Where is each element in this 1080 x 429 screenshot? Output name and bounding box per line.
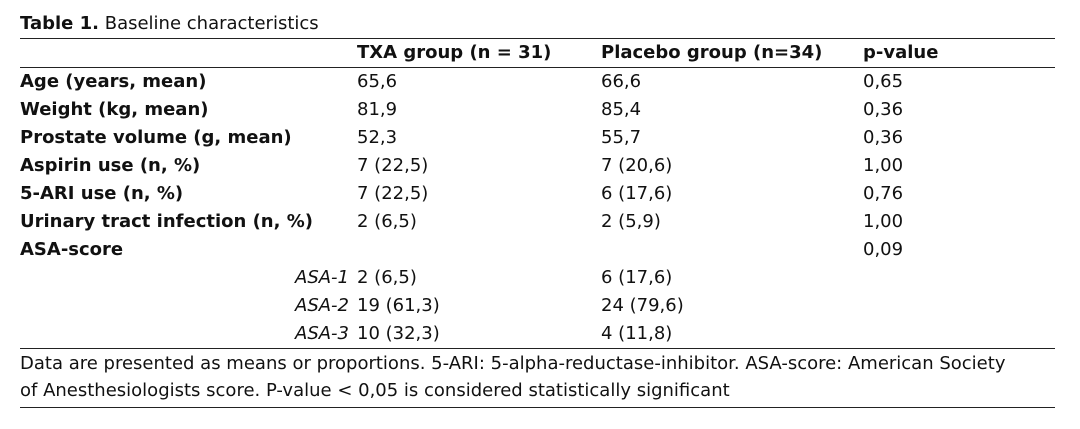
table-cell: 0,36 xyxy=(863,127,904,148)
row-label: Weight (kg, mean) xyxy=(20,99,209,120)
table-subrow: ASA-2 19 (61,3) 24 (79,6) xyxy=(20,292,1055,320)
table-caption: Table 1. Baseline characteristics xyxy=(20,12,1055,38)
caption-text: Baseline characteristics xyxy=(99,13,319,34)
table-row: ASA-score 0,09 xyxy=(20,236,1055,264)
caption-label: Table 1. xyxy=(20,13,99,34)
table-subrow: ASA-1 2 (6,5) 6 (17,6) xyxy=(20,264,1055,292)
header-cell: TXA group (n = 31) xyxy=(357,38,601,68)
table-cell: 2 (6,5) xyxy=(357,211,417,232)
table-cell xyxy=(863,264,1055,292)
header-cell: p-value xyxy=(863,38,1055,68)
header-cell xyxy=(20,38,357,68)
table-cell: 10 (32,3) xyxy=(357,320,601,349)
table-footnote: Data are presented as means or proportio… xyxy=(20,349,1055,408)
table-cell: 65,6 xyxy=(357,71,398,92)
table-cell: 81,9 xyxy=(357,99,398,120)
table-cell: 7 (22,5) xyxy=(357,155,429,176)
table-subrow: ASA-3 10 (32,3) 4 (11,8) xyxy=(20,320,1055,349)
row-label: Age (years, mean) xyxy=(20,71,207,92)
baseline-table: TXA group (n = 31) Placebo group (n=34) … xyxy=(20,38,1055,349)
subrow-label: ASA-3 xyxy=(20,320,357,349)
table-cell xyxy=(863,292,1055,320)
table-cell: 1,00 xyxy=(863,211,904,232)
table-cell: 0,76 xyxy=(863,183,904,204)
row-label: Prostate volume (g, mean) xyxy=(20,127,292,148)
table-row: Aspirin use (n, %) 7 (22,5) 7 (20,6) 1,0… xyxy=(20,152,1055,180)
table-cell: 7 (22,5) xyxy=(357,183,429,204)
table-figure: Table 1. Baseline characteristics TXA gr… xyxy=(20,12,1055,408)
table-cell: 0,36 xyxy=(863,99,904,120)
footnote-line: Data are presented as means or proportio… xyxy=(20,353,1006,374)
table-cell: 7 (20,6) xyxy=(601,155,673,176)
table-cell: 24 (79,6) xyxy=(601,295,684,316)
table-cell: 19 (61,3) xyxy=(357,295,440,316)
table-cell: 1,00 xyxy=(863,155,904,176)
table-cell: 6 (17,6) xyxy=(601,183,673,204)
table-cell xyxy=(357,236,601,264)
row-label: 5-ARI use (n, %) xyxy=(20,183,184,204)
table-cell: 52,3 xyxy=(357,127,398,148)
table-cell: 66,6 xyxy=(601,71,642,92)
table-row: 5-ARI use (n, %) 7 (22,5) 6 (17,6) 0,76 xyxy=(20,180,1055,208)
row-label: ASA-score xyxy=(20,239,124,260)
row-label: Urinary tract infection (n, %) xyxy=(20,211,313,232)
table-row: Age (years, mean) 65,6 66,6 0,65 xyxy=(20,68,1055,97)
table-cell: 55,7 xyxy=(601,127,642,148)
table-cell: 6 (17,6) xyxy=(601,267,673,288)
footnote-line: of Anesthesiologists score. P-value < 0,… xyxy=(20,380,730,401)
subrow-label: ASA-2 xyxy=(295,295,349,316)
header-row: TXA group (n = 31) Placebo group (n=34) … xyxy=(20,38,1055,68)
table-cell: 4 (11,8) xyxy=(601,320,863,349)
table-cell xyxy=(863,320,1055,349)
table-cell: 0,65 xyxy=(863,71,904,92)
subrow-label: ASA-1 xyxy=(295,267,349,288)
header-cell: Placebo group (n=34) xyxy=(601,38,863,68)
table-cell: 85,4 xyxy=(601,99,642,120)
table-cell: 2 (5,9) xyxy=(601,211,661,232)
table-cell: 2 (6,5) xyxy=(357,267,417,288)
table-cell xyxy=(601,236,863,264)
table-row: Weight (kg, mean) 81,9 85,4 0,36 xyxy=(20,96,1055,124)
table-row: Prostate volume (g, mean) 52,3 55,7 0,36 xyxy=(20,124,1055,152)
table-cell: 0,09 xyxy=(863,239,904,260)
table-row: Urinary tract infection (n, %) 2 (6,5) 2… xyxy=(20,208,1055,236)
row-label: Aspirin use (n, %) xyxy=(20,155,201,176)
